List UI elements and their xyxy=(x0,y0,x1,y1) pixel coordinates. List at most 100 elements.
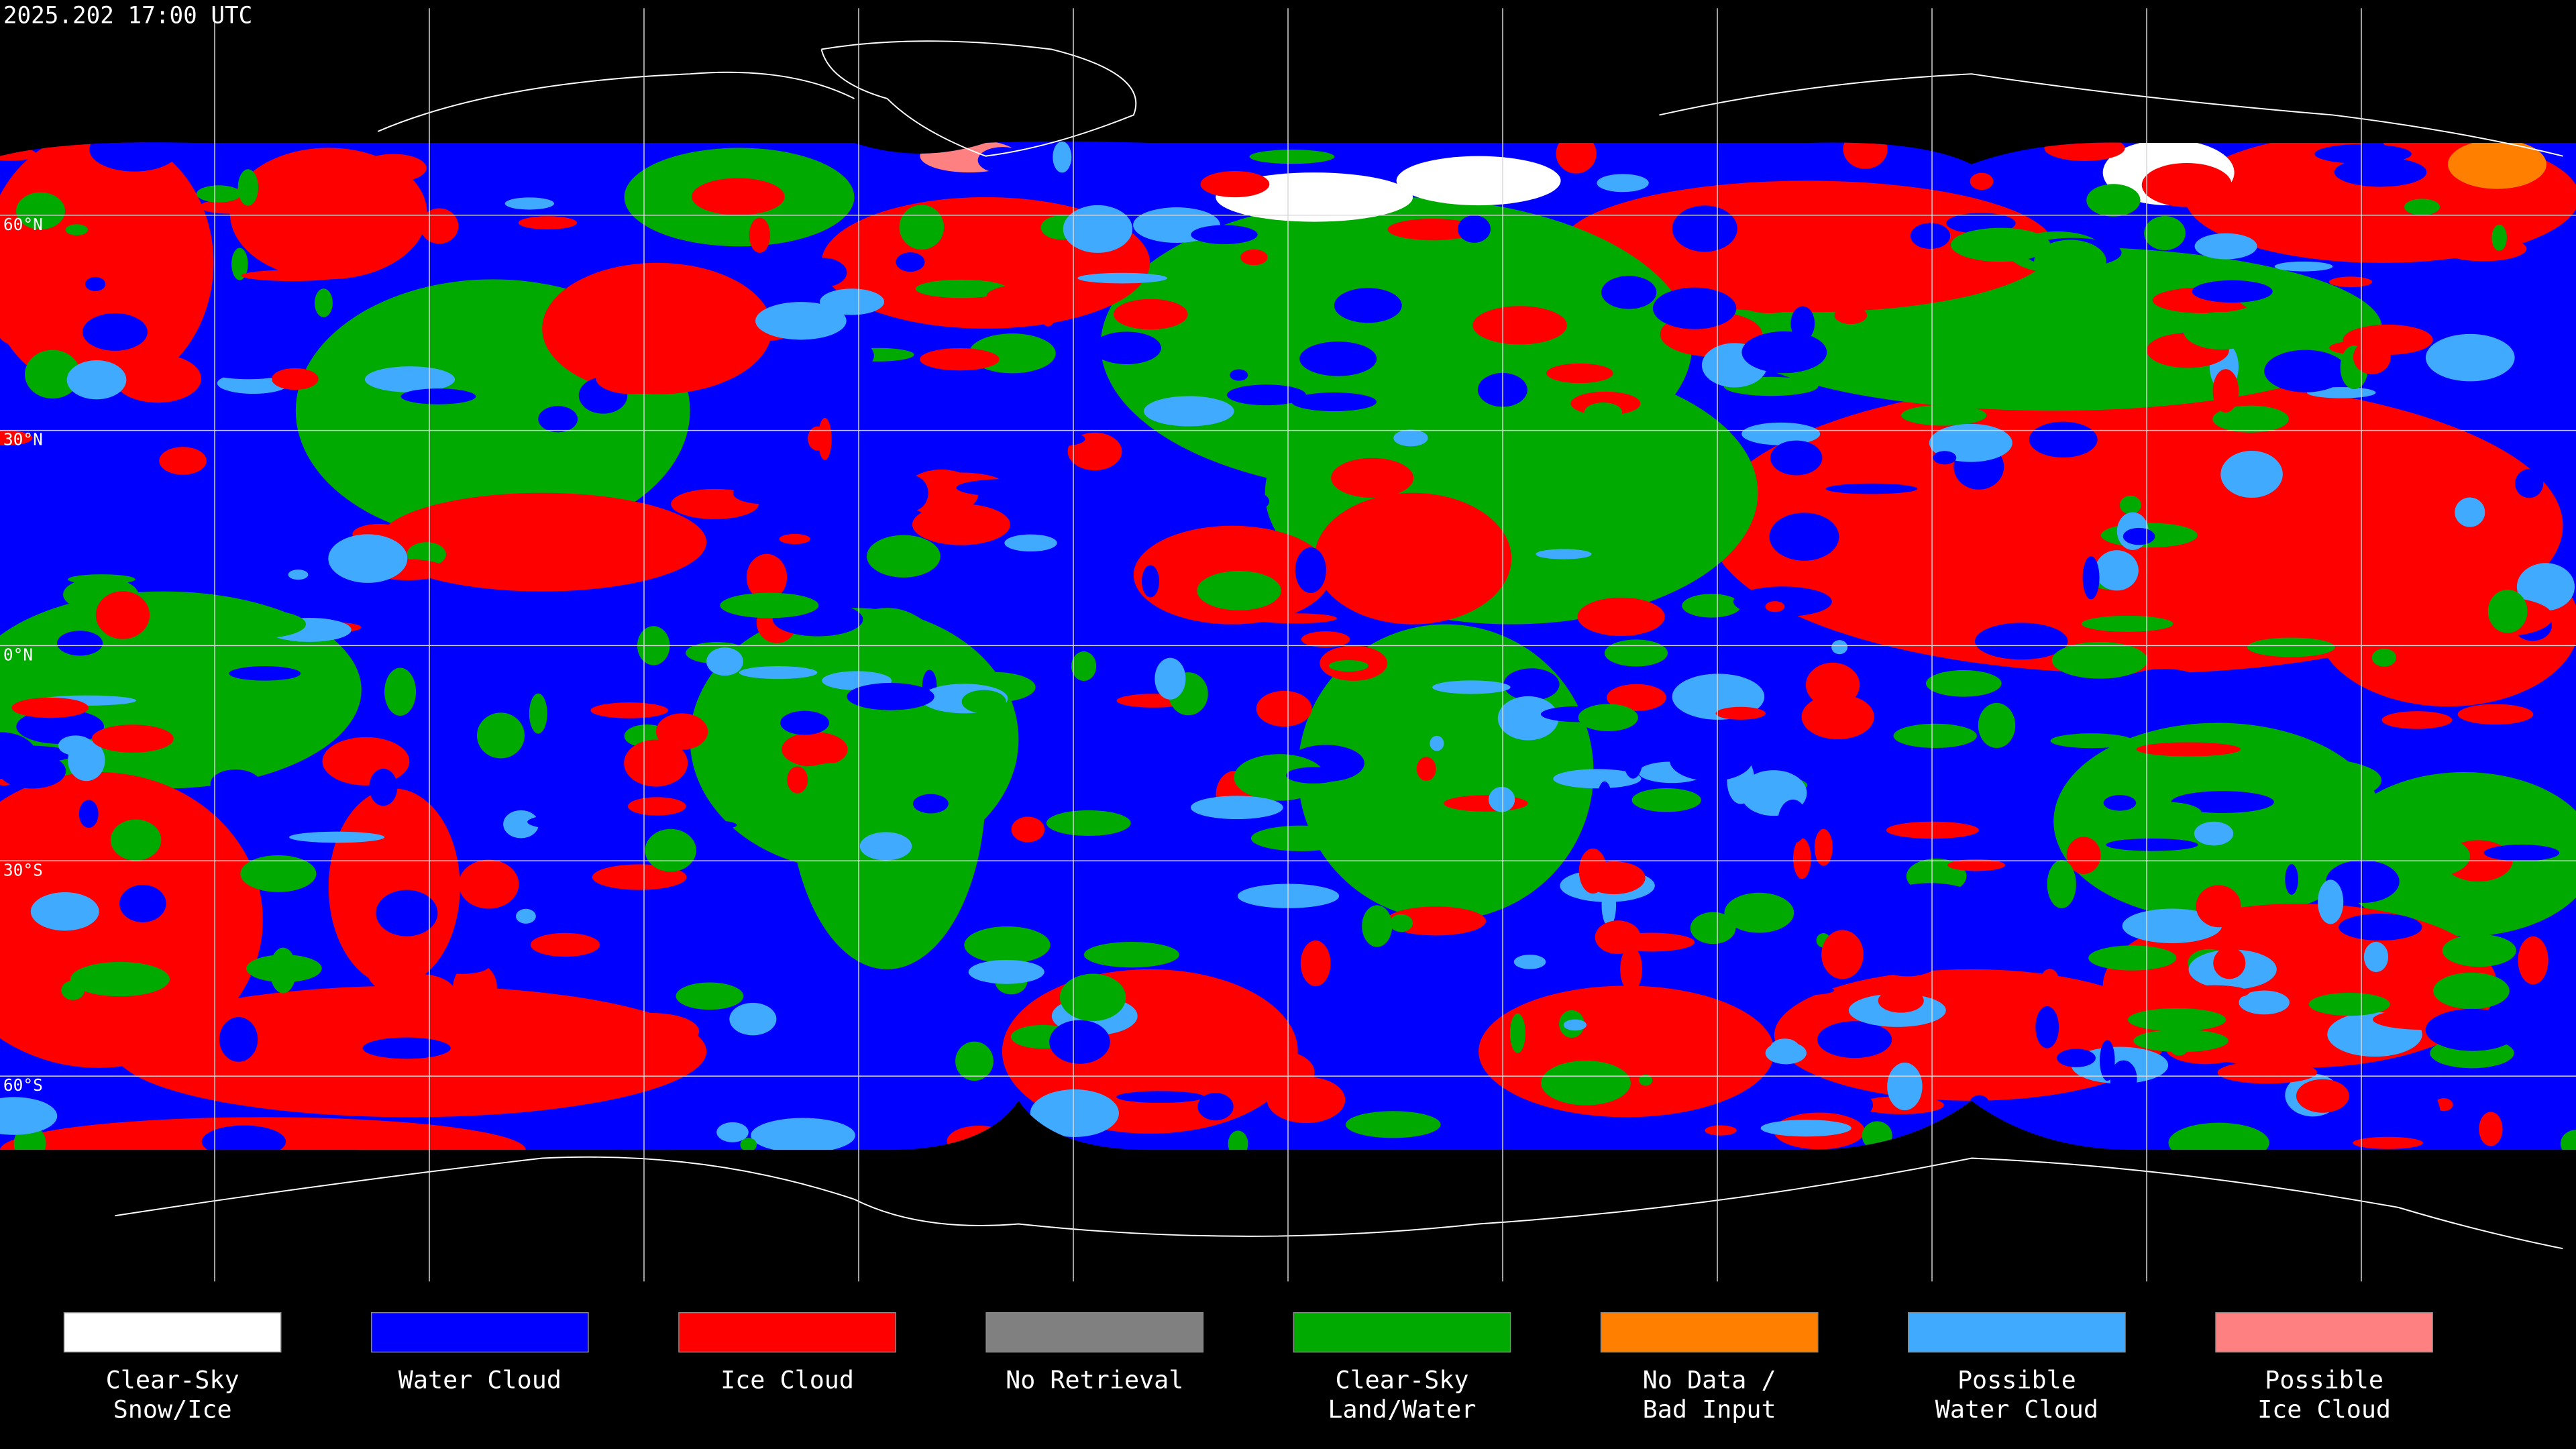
legend-swatch xyxy=(985,1312,1204,1353)
cloud-patch xyxy=(1970,172,1994,191)
cloud-patch xyxy=(2041,969,2059,988)
cloud-patch xyxy=(231,248,248,280)
cloud-patch xyxy=(1878,988,1924,1013)
cloud-patch xyxy=(1432,680,1511,694)
cloud-patch xyxy=(2442,934,2516,967)
cloud-patch xyxy=(16,192,65,230)
cloud-patch xyxy=(1553,769,1642,789)
cloud-patch xyxy=(1556,141,1597,174)
cloud-patch xyxy=(276,207,380,246)
cloud-patch xyxy=(435,957,490,974)
cloud-patch xyxy=(2425,333,2515,382)
cloud-patch xyxy=(915,279,1008,299)
cloud-patch xyxy=(1631,788,1701,812)
cloud-patch xyxy=(95,591,150,639)
cloud-patch xyxy=(2050,733,2133,749)
cloud-patch xyxy=(1049,1020,1110,1064)
legend-swatch xyxy=(63,1312,282,1353)
cloud-patch xyxy=(376,890,438,936)
cloud-patch xyxy=(1046,810,1131,837)
cloud-patch xyxy=(779,533,811,545)
cloud-patch xyxy=(2274,261,2333,272)
cloud-patch xyxy=(16,709,105,744)
cloud-patch xyxy=(2119,495,2141,515)
cloud-patch xyxy=(1778,799,1808,844)
cloud-region xyxy=(1479,985,1774,1118)
cloud-patch xyxy=(2194,821,2234,846)
cloud-patch xyxy=(328,534,408,583)
cloud-patch xyxy=(1295,547,1326,594)
cloud-patch xyxy=(1639,1074,1653,1086)
cloud-patch xyxy=(1741,422,1821,445)
cloud-patch xyxy=(1286,767,1342,784)
cloud-patch xyxy=(1252,613,1337,624)
cloud-patch xyxy=(1705,1125,1737,1136)
cloud-patch xyxy=(453,963,497,1012)
cloud-patch xyxy=(1907,189,1922,213)
cloud-patch xyxy=(2295,762,2382,799)
legend-swatch xyxy=(1293,1312,1511,1353)
cloud-patch xyxy=(1331,458,1414,498)
cloud-patch xyxy=(692,178,785,215)
cloud-patch xyxy=(1793,838,1811,879)
cloud-patch xyxy=(1925,669,2002,697)
cloud-patch xyxy=(237,169,258,206)
cloud-patch xyxy=(596,1123,695,1150)
cloud-patch xyxy=(1635,547,1707,559)
cloud-patch xyxy=(956,478,1061,497)
cloud-patch xyxy=(288,570,309,580)
cloud-patch xyxy=(2021,337,2115,364)
cloud-patch xyxy=(1256,690,1312,727)
cloud-patch xyxy=(820,288,885,315)
cloud-patch xyxy=(755,302,847,340)
legend-label: Bad Input xyxy=(1643,1395,1776,1424)
cloud-region xyxy=(542,262,773,394)
cloud-patch xyxy=(1513,955,1546,969)
cloud-patch xyxy=(1385,906,1487,936)
cloud-patch xyxy=(2326,860,2400,903)
cloud-patch xyxy=(1083,942,1179,968)
cloud-patch xyxy=(1887,1063,1923,1111)
cloud-patch xyxy=(964,926,1051,964)
cloud-patch xyxy=(0,1097,58,1135)
graticule xyxy=(0,8,2576,1282)
cloud-region xyxy=(2447,141,2546,189)
cloud-patch xyxy=(716,1122,749,1142)
cloud-patch xyxy=(1011,816,1045,843)
legend-label: Water Cloud xyxy=(398,1365,561,1394)
cloud-patch xyxy=(2371,648,2397,667)
cloud-patch xyxy=(229,666,301,681)
cloud-patch xyxy=(2252,695,2349,728)
cloud-patch xyxy=(2363,942,2389,973)
cloud-patch xyxy=(1900,405,1987,426)
cloud-patch xyxy=(809,762,892,775)
cloud-patch xyxy=(1741,331,1827,374)
cloud-patch xyxy=(977,147,1028,174)
cloud-patch xyxy=(2308,992,2390,1016)
cloud-patch xyxy=(1622,732,1644,779)
cloud-patch xyxy=(289,831,385,843)
cloud-patch xyxy=(1546,363,1613,384)
cloud-patch xyxy=(1155,657,1186,700)
cloud-patch xyxy=(1834,306,1868,325)
cloud-patch xyxy=(1671,873,1761,900)
cloud-patch xyxy=(2066,837,2101,874)
cloud-patch xyxy=(1114,883,1187,904)
cloud-patch xyxy=(366,947,415,991)
cloud-patch xyxy=(1197,1093,1234,1121)
cloud-patch xyxy=(518,216,578,229)
cloud-patch xyxy=(323,259,374,271)
cloud-patch xyxy=(82,313,148,351)
cloud-patch xyxy=(1375,539,1442,566)
cloud-patch xyxy=(1113,299,1188,330)
cloud-patch xyxy=(1197,571,1281,610)
cloud-patch xyxy=(2404,199,2440,215)
cloud-patch xyxy=(1345,1111,1441,1138)
cloud-patch xyxy=(364,366,455,392)
cloud-patch xyxy=(2143,415,2186,431)
cloud-patch xyxy=(2314,144,2412,164)
cloud-patch xyxy=(240,855,317,892)
cloud-patch xyxy=(1620,947,1642,992)
cloud-patch xyxy=(428,767,481,785)
